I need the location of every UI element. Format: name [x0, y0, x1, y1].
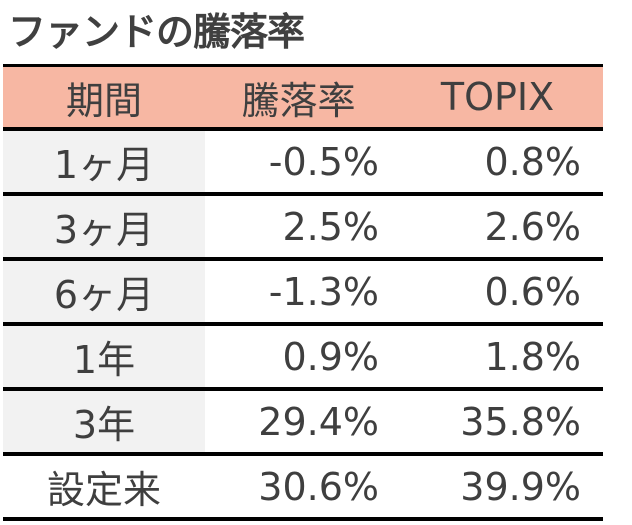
topix-return-cell: 0.8% [484, 139, 581, 184]
table-row: 3年 29.4% 35.8% [3, 391, 603, 456]
table-header-row: 期間 騰落率 TOPIX [3, 64, 603, 131]
topix-return-cell: 1.8% [484, 334, 581, 379]
table-row: 6ヶ月 -1.3% 0.6% [3, 261, 603, 326]
fund-return-cell: 0.9% [282, 334, 379, 379]
table-row: 1年 0.9% 1.8% [3, 326, 603, 391]
table-row: 設定来 30.6% 39.9% [3, 456, 603, 521]
topix-return-cell: 0.6% [484, 269, 581, 314]
topix-return-cell: 2.6% [484, 204, 581, 249]
fund-return-cell: -0.5% [268, 139, 379, 184]
table-row: 3ヶ月 2.5% 2.6% [3, 196, 603, 261]
period-cell: 3ヶ月 [3, 196, 205, 257]
header-period: 期間 [65, 78, 142, 123]
topix-return-cell: 39.9% [460, 464, 581, 509]
page-title: ファンドの騰落率 [8, 10, 305, 54]
fund-return-cell: 30.6% [258, 464, 379, 509]
table-row: 1ヶ月 -0.5% 0.8% [3, 131, 603, 196]
period-cell: 6ヶ月 [3, 261, 205, 322]
topix-return-cell: 35.8% [460, 399, 581, 444]
period-cell: 1年 [3, 326, 205, 387]
period-cell: 1ヶ月 [3, 131, 205, 192]
header-fund-return: 騰落率 [241, 78, 356, 123]
header-topix: TOPIX [440, 75, 555, 119]
fund-return-cell: 2.5% [282, 204, 379, 249]
period-cell: 設定来 [3, 456, 205, 517]
fund-return-cell: 29.4% [258, 399, 379, 444]
performance-table: 期間 騰落率 TOPIX 1ヶ月 -0.5% 0.8% 3ヶ月 2.5% 2.6… [3, 64, 603, 521]
fund-return-cell: -1.3% [268, 269, 379, 314]
period-cell: 3年 [3, 391, 205, 452]
